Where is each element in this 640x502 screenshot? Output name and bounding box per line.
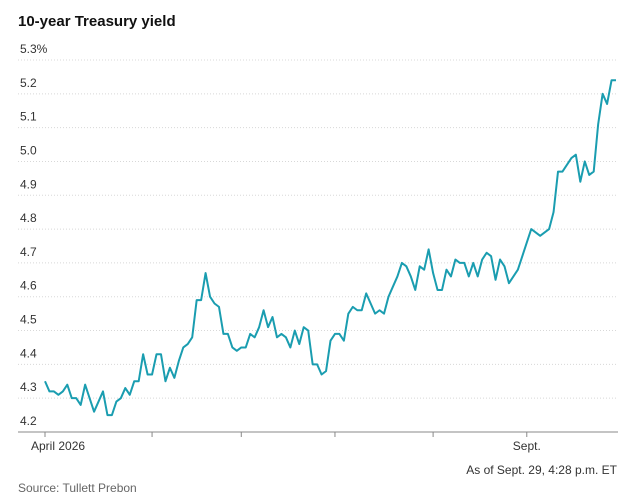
y-tick-label: 5.0 <box>20 143 37 157</box>
source: Source: Tullett Prebon <box>18 481 137 495</box>
y-tick-label: 4.5 <box>20 313 37 327</box>
x-tick-label: April 2026 <box>31 439 85 453</box>
y-tick-label: 5.3% <box>20 42 48 56</box>
chart-title: 10-year Treasury yield <box>18 13 176 30</box>
y-tick-label: 4.9 <box>20 177 37 191</box>
y-tick-label: 4.4 <box>20 346 37 360</box>
y-tick-label: 4.2 <box>20 414 37 428</box>
y-tick-label: 5.1 <box>20 110 37 124</box>
line-series <box>44 79 616 417</box>
y-tick-label: 5.2 <box>20 76 37 90</box>
x-tick-label: Sept. <box>513 439 541 453</box>
y-tick-label: 4.8 <box>20 211 37 225</box>
y-tick-label: 4.6 <box>20 279 37 293</box>
y-tick-label: 4.3 <box>20 380 37 394</box>
note: As of Sept. 29, 4:28 p.m. ET <box>466 463 617 477</box>
y-tick-label: 4.7 <box>20 245 37 259</box>
